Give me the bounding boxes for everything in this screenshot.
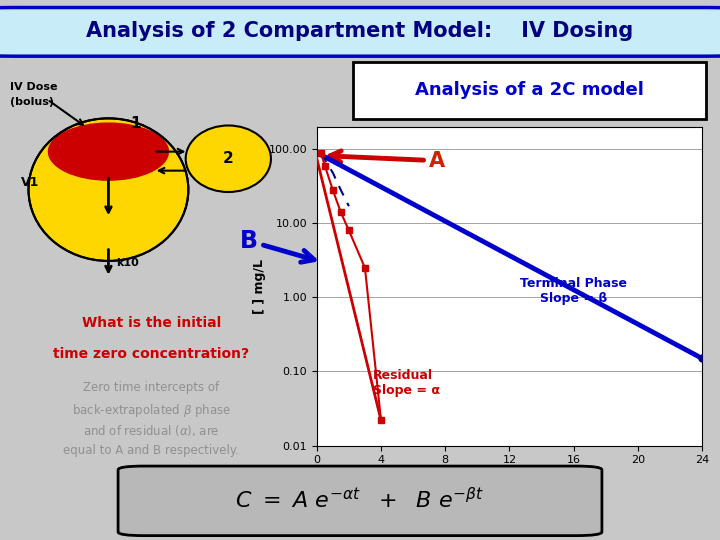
Text: time zero concentration?: time zero concentration?: [53, 347, 249, 361]
Text: Analysis of 2 Compartment Model:    IV Dosing: Analysis of 2 Compartment Model: IV Dosi…: [86, 21, 634, 41]
Text: A: A: [330, 151, 445, 171]
Text: and of residual ($\alpha$), are: and of residual ($\alpha$), are: [83, 423, 220, 438]
Wedge shape: [29, 190, 189, 261]
FancyBboxPatch shape: [353, 62, 706, 119]
Text: What is the initial: What is the initial: [81, 316, 221, 330]
X-axis label: Hours: Hours: [489, 471, 530, 484]
FancyBboxPatch shape: [0, 8, 720, 56]
Text: Terminal Phase
Slope = β: Terminal Phase Slope = β: [520, 278, 627, 306]
Text: 1: 1: [130, 116, 140, 131]
Y-axis label: [ ] mg/L: [ ] mg/L: [253, 259, 266, 314]
Ellipse shape: [48, 123, 168, 180]
Text: B: B: [240, 229, 314, 262]
FancyBboxPatch shape: [118, 466, 602, 536]
Text: 2: 2: [223, 151, 234, 166]
Circle shape: [29, 118, 189, 261]
Text: Residual
Slope = α: Residual Slope = α: [373, 369, 440, 397]
Text: back-extrapolated $\beta$ phase: back-extrapolated $\beta$ phase: [71, 402, 231, 418]
Text: $C\ =\ A\ e^{-\alpha t}\ \ +\ \ B\ e^{-\beta t}$: $C\ =\ A\ e^{-\alpha t}\ \ +\ \ B\ e^{-\…: [235, 487, 485, 512]
Text: equal to A and B respectively.: equal to A and B respectively.: [63, 444, 239, 457]
Text: IV Dose: IV Dose: [10, 83, 58, 92]
Text: (bolus): (bolus): [10, 97, 54, 107]
Text: Analysis of a 2C model: Analysis of a 2C model: [415, 82, 644, 99]
Text: k10: k10: [117, 258, 139, 268]
Text: Zero time intercepts of: Zero time intercepts of: [83, 381, 220, 394]
Text: V1: V1: [21, 176, 39, 189]
Ellipse shape: [186, 125, 271, 192]
